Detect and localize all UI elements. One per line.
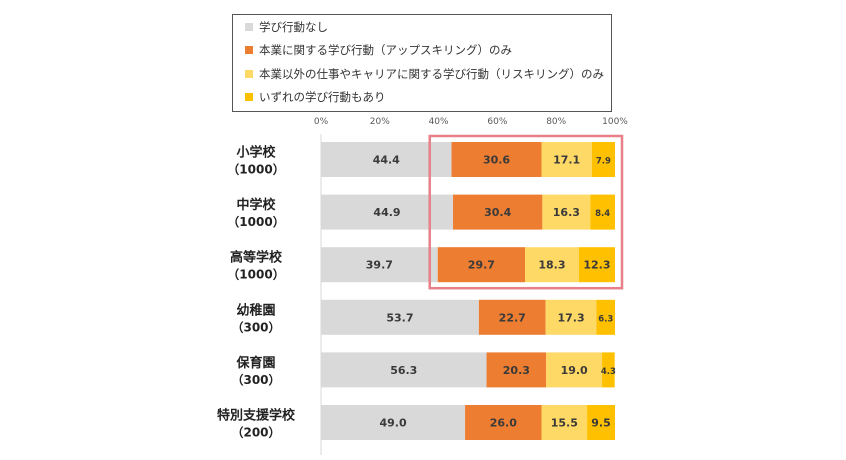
legend: 学び行動なし 本業に関する学び行動（アップスキリング）のみ 本業以外の仕事やキャ… — [232, 14, 612, 112]
legend-item-upskill: 本業に関する学び行動（アップスキリング）のみ — [245, 41, 512, 59]
category-label: 中学校 — [236, 197, 276, 213]
legend-label-reskill: 本業以外の仕事やキャリアに関する学び行動（リスキリング）のみ — [259, 67, 604, 81]
data-label: 8.4 — [595, 209, 610, 219]
legend-label-none: 学び行動なし — [259, 20, 328, 34]
bar-none — [321, 299, 479, 335]
x-tick-label: 60% — [487, 117, 507, 127]
data-label: 53.7 — [386, 311, 413, 324]
category-label: 保育園 — [235, 355, 275, 371]
bar-reskill — [546, 352, 603, 388]
data-label: 30.4 — [484, 206, 511, 219]
legend-swatch-upskill — [245, 45, 253, 54]
bar-both — [596, 299, 615, 335]
data-label: 44.9 — [373, 206, 400, 219]
bar-reskill — [541, 142, 592, 177]
category-sample-size: （1000） — [227, 267, 284, 282]
data-label: 44.4 — [373, 154, 400, 167]
bar-none — [321, 352, 487, 388]
legend-item-none: 学び行動なし — [245, 18, 328, 36]
category-sample-size: （1000） — [227, 214, 284, 229]
bar-upskill — [437, 247, 526, 283]
x-tick-label: 100% — [602, 117, 628, 127]
category-sample-size: （1000） — [227, 162, 284, 177]
bar-reskill — [542, 194, 591, 230]
bar-none — [321, 405, 466, 440]
bar-both — [590, 194, 615, 230]
bar-upskill — [465, 405, 542, 440]
category-label: 特別支援学校 — [217, 408, 296, 424]
category-sample-size: （300） — [231, 372, 280, 387]
x-tick-label: 20% — [370, 117, 390, 127]
data-label: 12.3 — [583, 259, 610, 272]
data-label: 18.3 — [538, 259, 565, 272]
data-label: 49.0 — [379, 417, 406, 430]
bar-upskill — [453, 194, 543, 230]
bar-reskill — [525, 247, 579, 283]
bar-upskill — [478, 299, 546, 335]
data-label: 9.5 — [591, 417, 611, 430]
category-label: 幼稚園 — [236, 302, 275, 318]
bar-both — [591, 142, 615, 177]
legend-item-both: いずれの学び行動もあり — [245, 88, 386, 106]
data-label: 17.3 — [557, 311, 584, 324]
category-sample-size: （300） — [231, 319, 280, 334]
data-label: 17.1 — [553, 154, 580, 167]
data-label: 56.3 — [390, 364, 417, 377]
data-label: 19.0 — [561, 364, 588, 377]
data-label: 6.3 — [598, 314, 613, 324]
x-tick-label: 0% — [314, 117, 329, 127]
data-label: 29.7 — [468, 259, 495, 272]
category-sample-size: （200） — [231, 425, 280, 440]
legend-swatch-none — [245, 22, 253, 31]
category-label: 高等学校 — [230, 250, 283, 266]
x-tick-label: 40% — [429, 117, 449, 127]
data-label: 22.7 — [499, 311, 526, 324]
legend-swatch-reskill — [245, 69, 253, 78]
bar-none — [321, 247, 438, 283]
legend-label-upskill: 本業に関する学び行動（アップスキリング）のみ — [259, 43, 512, 57]
bar-both — [602, 352, 615, 388]
legend-item-reskill: 本業以外の仕事やキャリアに関する学び行動（リスキリング）のみ — [245, 65, 604, 83]
data-label: 4.3 — [601, 367, 616, 377]
bar-upskill — [451, 142, 542, 177]
bar-both — [578, 247, 615, 283]
bar-reskill — [545, 299, 597, 335]
data-label: 39.7 — [366, 259, 393, 272]
legend-swatch-both — [245, 92, 253, 101]
category-label: 小学校 — [236, 145, 276, 161]
bar-none — [321, 194, 454, 230]
data-label: 15.5 — [551, 417, 578, 430]
legend-label-both: いずれの学び行動もあり — [259, 90, 386, 104]
bar-both — [587, 405, 615, 440]
data-label: 7.9 — [596, 157, 611, 167]
data-label: 20.3 — [503, 364, 530, 377]
data-label: 26.0 — [490, 417, 517, 430]
bar-reskill — [541, 405, 588, 440]
data-label: 16.3 — [553, 206, 580, 219]
data-label: 30.6 — [483, 154, 510, 167]
x-tick-label: 80% — [546, 117, 566, 127]
bar-upskill — [486, 352, 547, 388]
highlight-box — [428, 134, 624, 290]
